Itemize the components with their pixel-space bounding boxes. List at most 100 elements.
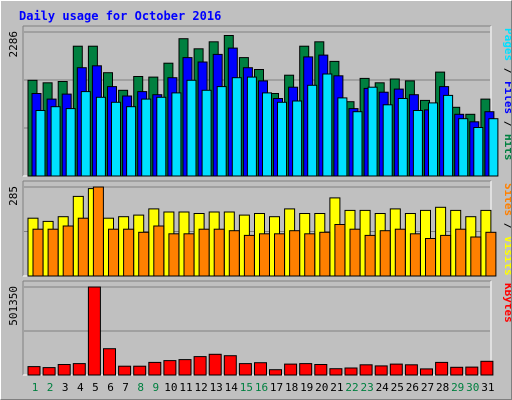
bar-pages-day-30 <box>473 127 484 177</box>
x-tick-label-day-24: 24 <box>376 381 390 394</box>
bar-pages-day-7 <box>126 106 137 177</box>
bar-pages-day-2 <box>50 106 61 177</box>
x-tick-label-day-2: 2 <box>47 381 54 394</box>
x-tick-label-day-13: 13 <box>210 381 223 394</box>
legend-pages: Pages <box>502 28 511 61</box>
bar-sites-day-12 <box>198 228 210 277</box>
x-tick-label-day-27: 27 <box>421 381 434 394</box>
bar-sites-day-18 <box>289 230 301 277</box>
panel-usage-legend: Pages / Files / Hits <box>502 28 511 161</box>
bar-kbytes-day-6 <box>103 348 116 376</box>
bar-sites-day-28 <box>440 234 452 277</box>
bar-kbytes-day-11 <box>178 359 192 376</box>
bar-sites-day-20 <box>319 231 331 277</box>
x-tick-label-day-28: 28 <box>436 381 449 394</box>
bar-pages-day-13 <box>216 86 227 177</box>
bar-kbytes-day-24 <box>374 365 388 376</box>
bar-pages-day-17 <box>277 101 287 177</box>
x-tick-label-day-25: 25 <box>391 381 404 394</box>
legend-files: Files <box>502 81 511 114</box>
chart-title: Daily usage for October 2016 <box>19 9 221 23</box>
bar-sites-day-26 <box>409 233 421 277</box>
legend-kbytes: KBytes <box>502 283 511 323</box>
bar-kbytes-day-16 <box>254 362 267 376</box>
bar-kbytes-day-3 <box>57 364 71 376</box>
bar-pages-day-27 <box>428 102 438 177</box>
bar-sites-day-5 <box>92 186 104 277</box>
legend-hits: Hits <box>502 134 511 161</box>
bar-pages-day-12 <box>201 89 212 177</box>
panel-kbytes-y-max-label: 501350 <box>7 286 20 326</box>
bar-sites-day-30 <box>470 236 482 277</box>
bar-sites-day-3 <box>62 225 74 277</box>
bar-kbytes-day-13 <box>208 353 222 376</box>
bar-kbytes-day-19 <box>299 363 313 376</box>
x-tick-label-day-19: 19 <box>300 381 313 394</box>
bar-kbytes-day-2 <box>42 367 56 376</box>
bar-sites-day-4 <box>77 217 89 277</box>
bar-kbytes-day-29 <box>450 366 464 376</box>
x-tick-label-day-26: 26 <box>406 381 419 394</box>
bar-pages-day-8 <box>141 98 152 177</box>
bar-pages-day-20 <box>322 73 333 177</box>
bar-sites-day-6 <box>108 228 119 277</box>
bar-kbytes-day-26 <box>404 364 418 376</box>
bar-kbytes-day-5 <box>87 286 101 376</box>
bar-sites-day-9 <box>153 225 165 277</box>
x-tick-label-day-20: 20 <box>315 381 328 394</box>
x-tick-label-day-14: 14 <box>225 381 239 394</box>
bar-sites-day-15 <box>243 234 255 277</box>
bar-kbytes-day-4 <box>72 363 86 376</box>
panel-kbytes-legend: KBytes <box>502 283 511 323</box>
x-tick-label-day-3: 3 <box>62 381 69 394</box>
x-tick-label-day-8: 8 <box>137 381 144 394</box>
legend-separator: / <box>502 216 511 236</box>
bar-kbytes-day-31 <box>480 360 494 376</box>
bar-kbytes-day-30 <box>465 366 479 376</box>
bar-pages-day-6 <box>111 101 121 177</box>
bar-sites-day-16 <box>259 233 270 277</box>
bar-pages-day-4 <box>80 91 91 177</box>
bar-sites-day-24 <box>379 230 391 277</box>
bar-kbytes-day-17 <box>269 369 282 376</box>
bar-kbytes-day-7 <box>118 365 132 376</box>
bar-sites-day-7 <box>123 228 135 277</box>
bar-pages-day-3 <box>65 108 76 177</box>
bar-kbytes-day-18 <box>284 363 298 376</box>
bar-kbytes-day-27 <box>420 368 433 376</box>
bar-kbytes-day-28 <box>435 361 449 376</box>
bar-pages-day-14 <box>231 77 242 177</box>
bar-pages-day-9 <box>156 96 167 177</box>
x-tick-label-day-7: 7 <box>122 381 129 394</box>
bar-sites-day-22 <box>349 228 361 277</box>
bar-kbytes-day-9 <box>148 361 162 376</box>
panel-usage-y-max-label: 2286 <box>7 31 20 58</box>
bar-sites-day-29 <box>455 228 467 277</box>
bar-pages-day-29 <box>458 118 469 177</box>
panel-visits-y-max-label: 285 <box>7 186 20 206</box>
bar-pages-day-23 <box>367 86 378 177</box>
bar-pages-day-10 <box>171 92 182 177</box>
bar-sites-day-25 <box>394 228 406 277</box>
x-tick-label-day-4: 4 <box>77 381 84 394</box>
bar-kbytes-day-14 <box>223 355 237 376</box>
x-tick-label-day-16: 16 <box>255 381 268 394</box>
panel-visits-legend: Sites / Visits <box>502 183 511 276</box>
x-tick-label-day-9: 9 <box>152 381 159 394</box>
bar-pages-day-1 <box>35 110 46 177</box>
x-tick-label-day-17: 17 <box>270 381 283 394</box>
bar-sites-day-27 <box>425 238 436 277</box>
x-tick-label-day-30: 30 <box>466 381 479 394</box>
bar-sites-day-10 <box>168 233 180 277</box>
bar-pages-day-15 <box>246 76 257 177</box>
bar-sites-day-8 <box>138 231 150 277</box>
legend-visits: Visits <box>502 236 511 276</box>
x-tick-label-day-18: 18 <box>285 381 298 394</box>
bar-pages-day-21 <box>337 97 348 177</box>
bar-kbytes-day-1 <box>27 366 41 376</box>
legend-separator: / <box>502 61 511 81</box>
bar-pages-day-22 <box>352 111 363 177</box>
bar-pages-day-28 <box>443 94 454 177</box>
x-tick-label-day-1: 1 <box>32 381 39 394</box>
